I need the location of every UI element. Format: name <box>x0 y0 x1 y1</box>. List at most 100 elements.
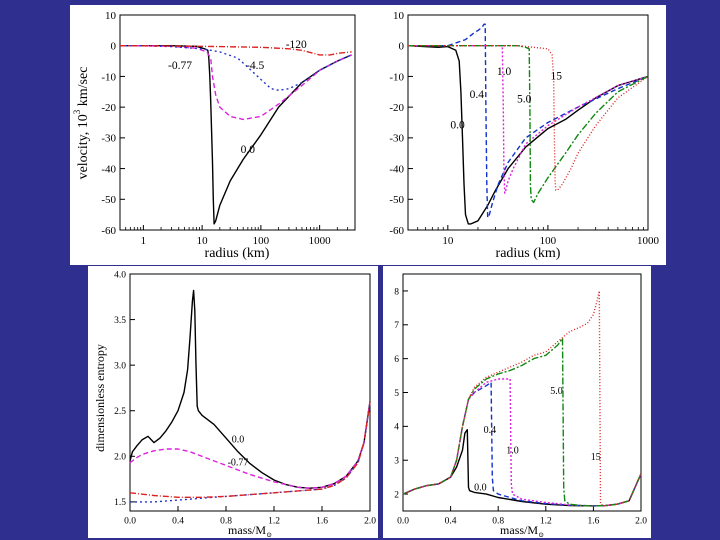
x-axis-label: mass/M⊙ <box>228 523 272 538</box>
x-tick-label: 0.4 <box>445 517 457 527</box>
y-tick-label: 5 <box>394 389 399 399</box>
curve-label: 1.0 <box>497 66 512 78</box>
x-tick-label: 0.0 <box>397 517 409 527</box>
y-tick-label: 0 <box>399 41 405 53</box>
y-tick-label: 4.0 <box>114 270 126 280</box>
x-tick-label: 1 <box>141 235 147 247</box>
x-tick-label: 10 <box>197 235 209 247</box>
y-tick-label: 10 <box>393 10 405 22</box>
series-line-15 <box>408 45 649 191</box>
x-tick-label: 100 <box>540 235 557 247</box>
series-line-0_0 <box>402 428 642 507</box>
y-tick-label: 2 <box>394 490 399 500</box>
y-tick-label: -30 <box>101 133 116 145</box>
curve-label: 5.0 <box>550 386 563 397</box>
y-tick-label: 2.0 <box>114 453 126 463</box>
curve-label: -0.77 <box>228 457 249 468</box>
curve-label: 1.0 <box>506 445 519 456</box>
x-axis-label-subscript: ⊙ <box>266 531 272 538</box>
curve-label: 0.0 <box>474 483 487 494</box>
x-tick-label: 1.6 <box>587 517 599 527</box>
curve-label: 0.4 <box>484 425 497 436</box>
x-axis-label: mass/M⊙ <box>500 523 544 538</box>
y-tick-label: 6 <box>394 355 399 365</box>
series-line-5_0 <box>402 337 642 507</box>
y-tick-label: -20 <box>389 102 404 114</box>
y-tick-label: 3 <box>394 457 399 467</box>
curve-label: -4.5 <box>246 60 264 72</box>
y-axis-label-exponent: 3 <box>72 109 82 114</box>
x-tick-label: 0.8 <box>220 517 232 527</box>
y-tick-label: 4 <box>394 423 399 433</box>
y-tick-label: -50 <box>389 194 404 206</box>
plot-frame <box>402 273 642 512</box>
plot-frame <box>407 14 649 231</box>
y-tick-label: 7 <box>394 321 399 331</box>
y-tick-label: -50 <box>101 194 116 206</box>
y-axis-label-main: velocity, 10 <box>76 114 91 179</box>
x-tick-label: 1.6 <box>316 517 328 527</box>
x-axis-label-main: mass/M <box>228 523 266 537</box>
x-tick-label: 2.0 <box>635 517 647 527</box>
y-tick-label: -30 <box>389 133 404 145</box>
series-line-_120 <box>119 45 352 56</box>
y-tick-label: 3.5 <box>114 316 126 326</box>
x-axis-label-main: mass/M <box>500 523 538 537</box>
curve-label: 0.0 <box>232 435 245 446</box>
series-line-5_0 <box>408 45 649 204</box>
series-line-_120 <box>129 401 371 499</box>
x-tick-label: 2.0 <box>364 517 376 527</box>
x-tick-label: 0.8 <box>492 517 504 527</box>
chart-bottom-left: 0.0 0.4 0.8 1.2 1.6 2.0 1.5 2.0 2.5 3.0 3.5 4.0 0.0… <box>93 270 376 538</box>
curve-label: 0.0 <box>450 120 465 132</box>
y-tick-label: 1.5 <box>114 498 126 508</box>
x-axis-label-subscript: ⊙ <box>538 531 544 538</box>
series-line-_0_77 <box>120 45 352 121</box>
x-tick-label: 1000 <box>637 235 660 247</box>
series-line-1_0 <box>408 45 649 194</box>
y-tick-label: 0 <box>111 41 117 53</box>
curve-label: 15 <box>550 71 562 83</box>
y-tick-label: -40 <box>389 163 404 175</box>
x-tick-label: 10 <box>442 235 454 247</box>
top-panel: 1 10 100 1000 10 0 -10 -20 -30 -40 -50 -60 -120 -0.7… <box>70 5 666 265</box>
curve-label: 0.4 <box>470 89 485 101</box>
y-tick-label: 3.0 <box>114 361 126 371</box>
x-axis-label: radius (km) <box>205 246 270 261</box>
series-line-0_0 <box>129 289 371 489</box>
y-tick-label: 10 <box>105 10 117 22</box>
x-tick-label: 1000 <box>309 235 332 247</box>
y-tick-label: -60 <box>101 225 116 237</box>
series-line-_0_77 <box>129 401 371 489</box>
y-axis-label: dimensionless entropy <box>93 344 107 452</box>
y-axis-label: velocity, 103 km/sec <box>72 67 91 180</box>
y-tick-label: -20 <box>101 102 116 114</box>
x-tick-label: 0.4 <box>172 517 184 527</box>
y-tick-label: 8 <box>394 287 399 297</box>
bottom-right-panel: 0.0 0.4 0.8 1.2 1.6 2.0 2 3 4 5 6 7 8 0.4 1.0 0.0 5.0 15… <box>383 266 651 538</box>
x-tick-label: 1.2 <box>540 517 552 527</box>
series-line-_4_5 <box>120 45 352 92</box>
curve-label: -120 <box>286 39 307 51</box>
chart-bottom-right: 0.0 0.4 0.8 1.2 1.6 2.0 2 3 4 5 6 7 8 0.4 1.0 0.0 5.0 15… <box>394 273 647 538</box>
x-axis-label: radius (km) <box>496 246 561 261</box>
x-tick-label: 1.2 <box>268 517 280 527</box>
series-line-0_0 <box>407 45 649 225</box>
x-tick-label: 0.0 <box>124 517 136 527</box>
y-tick-label: -40 <box>101 163 116 175</box>
curve-label: -0.77 <box>168 60 192 72</box>
series-line-1_0 <box>402 378 642 507</box>
curve-label: 0.0 <box>241 144 256 156</box>
plot-frame <box>119 14 356 231</box>
series-line-0_0 <box>120 45 352 225</box>
y-tick-label: -10 <box>101 71 116 83</box>
curve-label: 15 <box>591 452 601 463</box>
series-line-15 <box>402 290 642 507</box>
series-line-_4_5 <box>130 401 371 503</box>
y-axis-label-unit: km/sec <box>76 67 91 110</box>
y-tick-label: -10 <box>389 71 404 83</box>
x-tick-label: 100 <box>253 235 270 247</box>
y-tick-label: -60 <box>389 225 404 237</box>
